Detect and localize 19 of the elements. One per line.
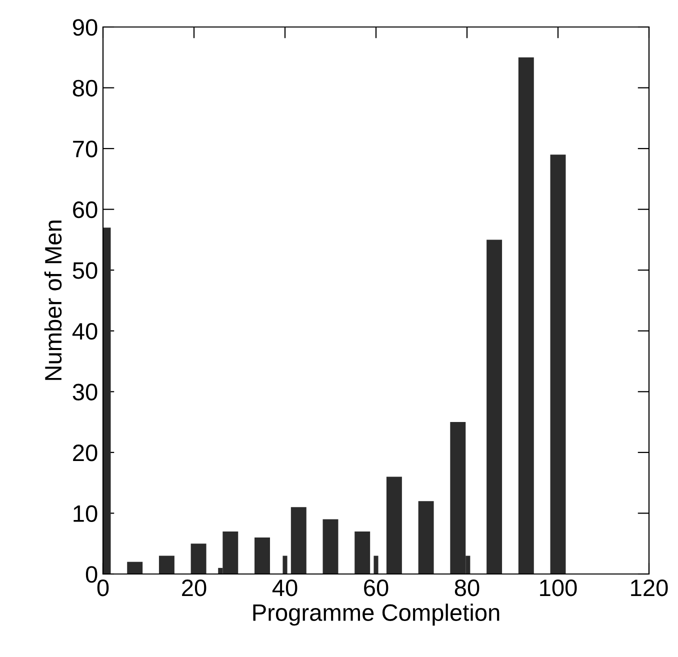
y-tick-label: 0 (86, 566, 98, 583)
y-tick-label: 50 (72, 262, 98, 279)
y-tick-label: 90 (72, 19, 98, 36)
x-tick-label: 100 (540, 579, 577, 596)
y-tick-label: 40 (72, 322, 98, 340)
y-tick-label: 70 (73, 140, 98, 158)
x-tick-label: 0 (97, 579, 109, 596)
x-tick-label: 20 (182, 579, 206, 596)
x-tick-label: 60 (364, 579, 388, 596)
y-tick-label: 10 (74, 505, 98, 522)
y-tick-label: 80 (72, 80, 98, 97)
y-tick-label: 20 (73, 444, 98, 462)
y-tick-label: 30 (72, 384, 98, 400)
x-tick-label: 120 (631, 579, 668, 596)
y-axis-title: Number of Men (44, 220, 62, 380)
x-tick-label: 80 (454, 579, 480, 596)
x-axis-title: Programme Completion (253, 604, 500, 626)
y-tick-label: 60 (73, 201, 98, 218)
x-tick-label: 40 (272, 579, 298, 596)
